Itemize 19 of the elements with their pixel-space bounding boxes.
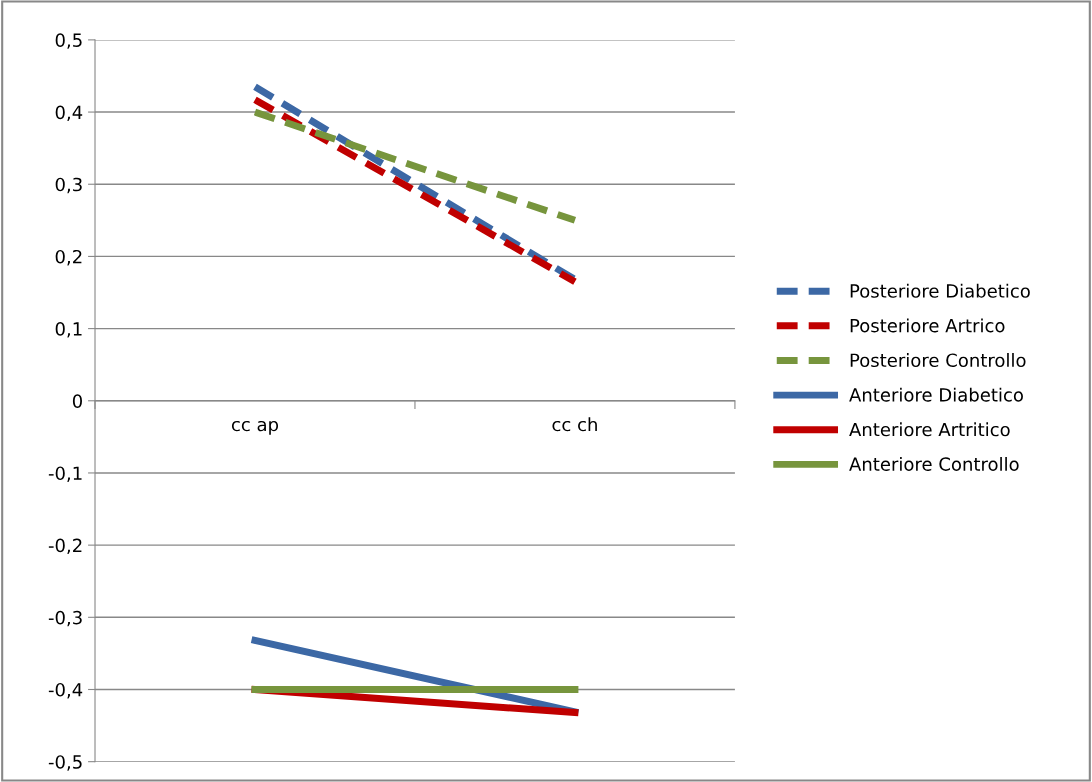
y-tick-label: -0,5 [48, 755, 82, 771]
y-tick-label: 0,3 [55, 177, 82, 194]
legend-label: Posteriore Diabetico [850, 283, 1030, 298]
y-tick-label: 0,5 [55, 33, 82, 49]
y-tick-label: -0,3 [48, 610, 82, 627]
y-tick-label: -0,1 [48, 466, 82, 482]
legend-label: Posteriore Controllo [850, 353, 1026, 368]
y-tick-label: 0 [72, 394, 82, 408]
y-tick-label: 0,2 [55, 249, 82, 266]
x-tick-label: cc ch [552, 417, 597, 432]
x-tick-label: cc ap [231, 420, 279, 435]
legend-label: Anteriore Diabetico [849, 387, 1023, 402]
y-tick-label: 0,4 [55, 105, 83, 122]
legend-label: Anteriore Artritico [849, 422, 1010, 437]
y-tick-label: 0,1 [55, 322, 82, 338]
y-tick-label: -0,4 [48, 682, 83, 699]
y-tick-label: -0,2 [48, 538, 82, 555]
legend-label: Anteriore Controllo [849, 456, 1019, 471]
legend-label: Posteriore Artrico [850, 318, 1005, 333]
